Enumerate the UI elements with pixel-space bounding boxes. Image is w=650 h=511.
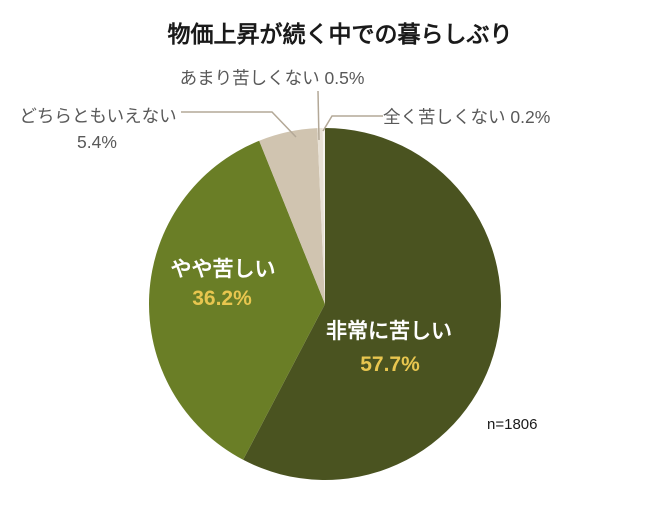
slice-labels: 非常に苦しい 57.7% やや苦しい 36.2% どちらともいえない 5.4% あまり苦しく… <box>19 68 550 376</box>
sample-size: n=1806 <box>487 416 537 433</box>
leader-line-4 <box>317 90 320 141</box>
slice-label-3: どちらともいえない <box>19 106 176 126</box>
slice-label-2: やや苦しい <box>171 258 276 281</box>
pie-slice-1 <box>243 128 501 480</box>
pie-slice-2 <box>148 140 325 460</box>
leader-line-5 <box>322 115 383 132</box>
pie-slice-4 <box>317 128 325 304</box>
chart-title: 物価上昇が続く中での暮らしぶり <box>168 21 513 47</box>
slice-label-5: 全く苦しくない 0.2% <box>383 107 550 127</box>
leader-line-3 <box>181 111 297 138</box>
pie-slice-5 <box>322 127 325 305</box>
slice-label-1: 非常に苦しい <box>326 319 452 343</box>
pie-slices <box>148 127 501 480</box>
slice-percent-2: 36.2% <box>192 287 252 310</box>
leader-lines <box>181 90 383 141</box>
slice-percent-3: 5.4% <box>77 132 117 152</box>
pie-slice-3 <box>259 128 325 304</box>
slice-percent-1: 57.7% <box>360 353 420 376</box>
slice-label-4: あまり苦しくない 0.5% <box>180 68 365 88</box>
